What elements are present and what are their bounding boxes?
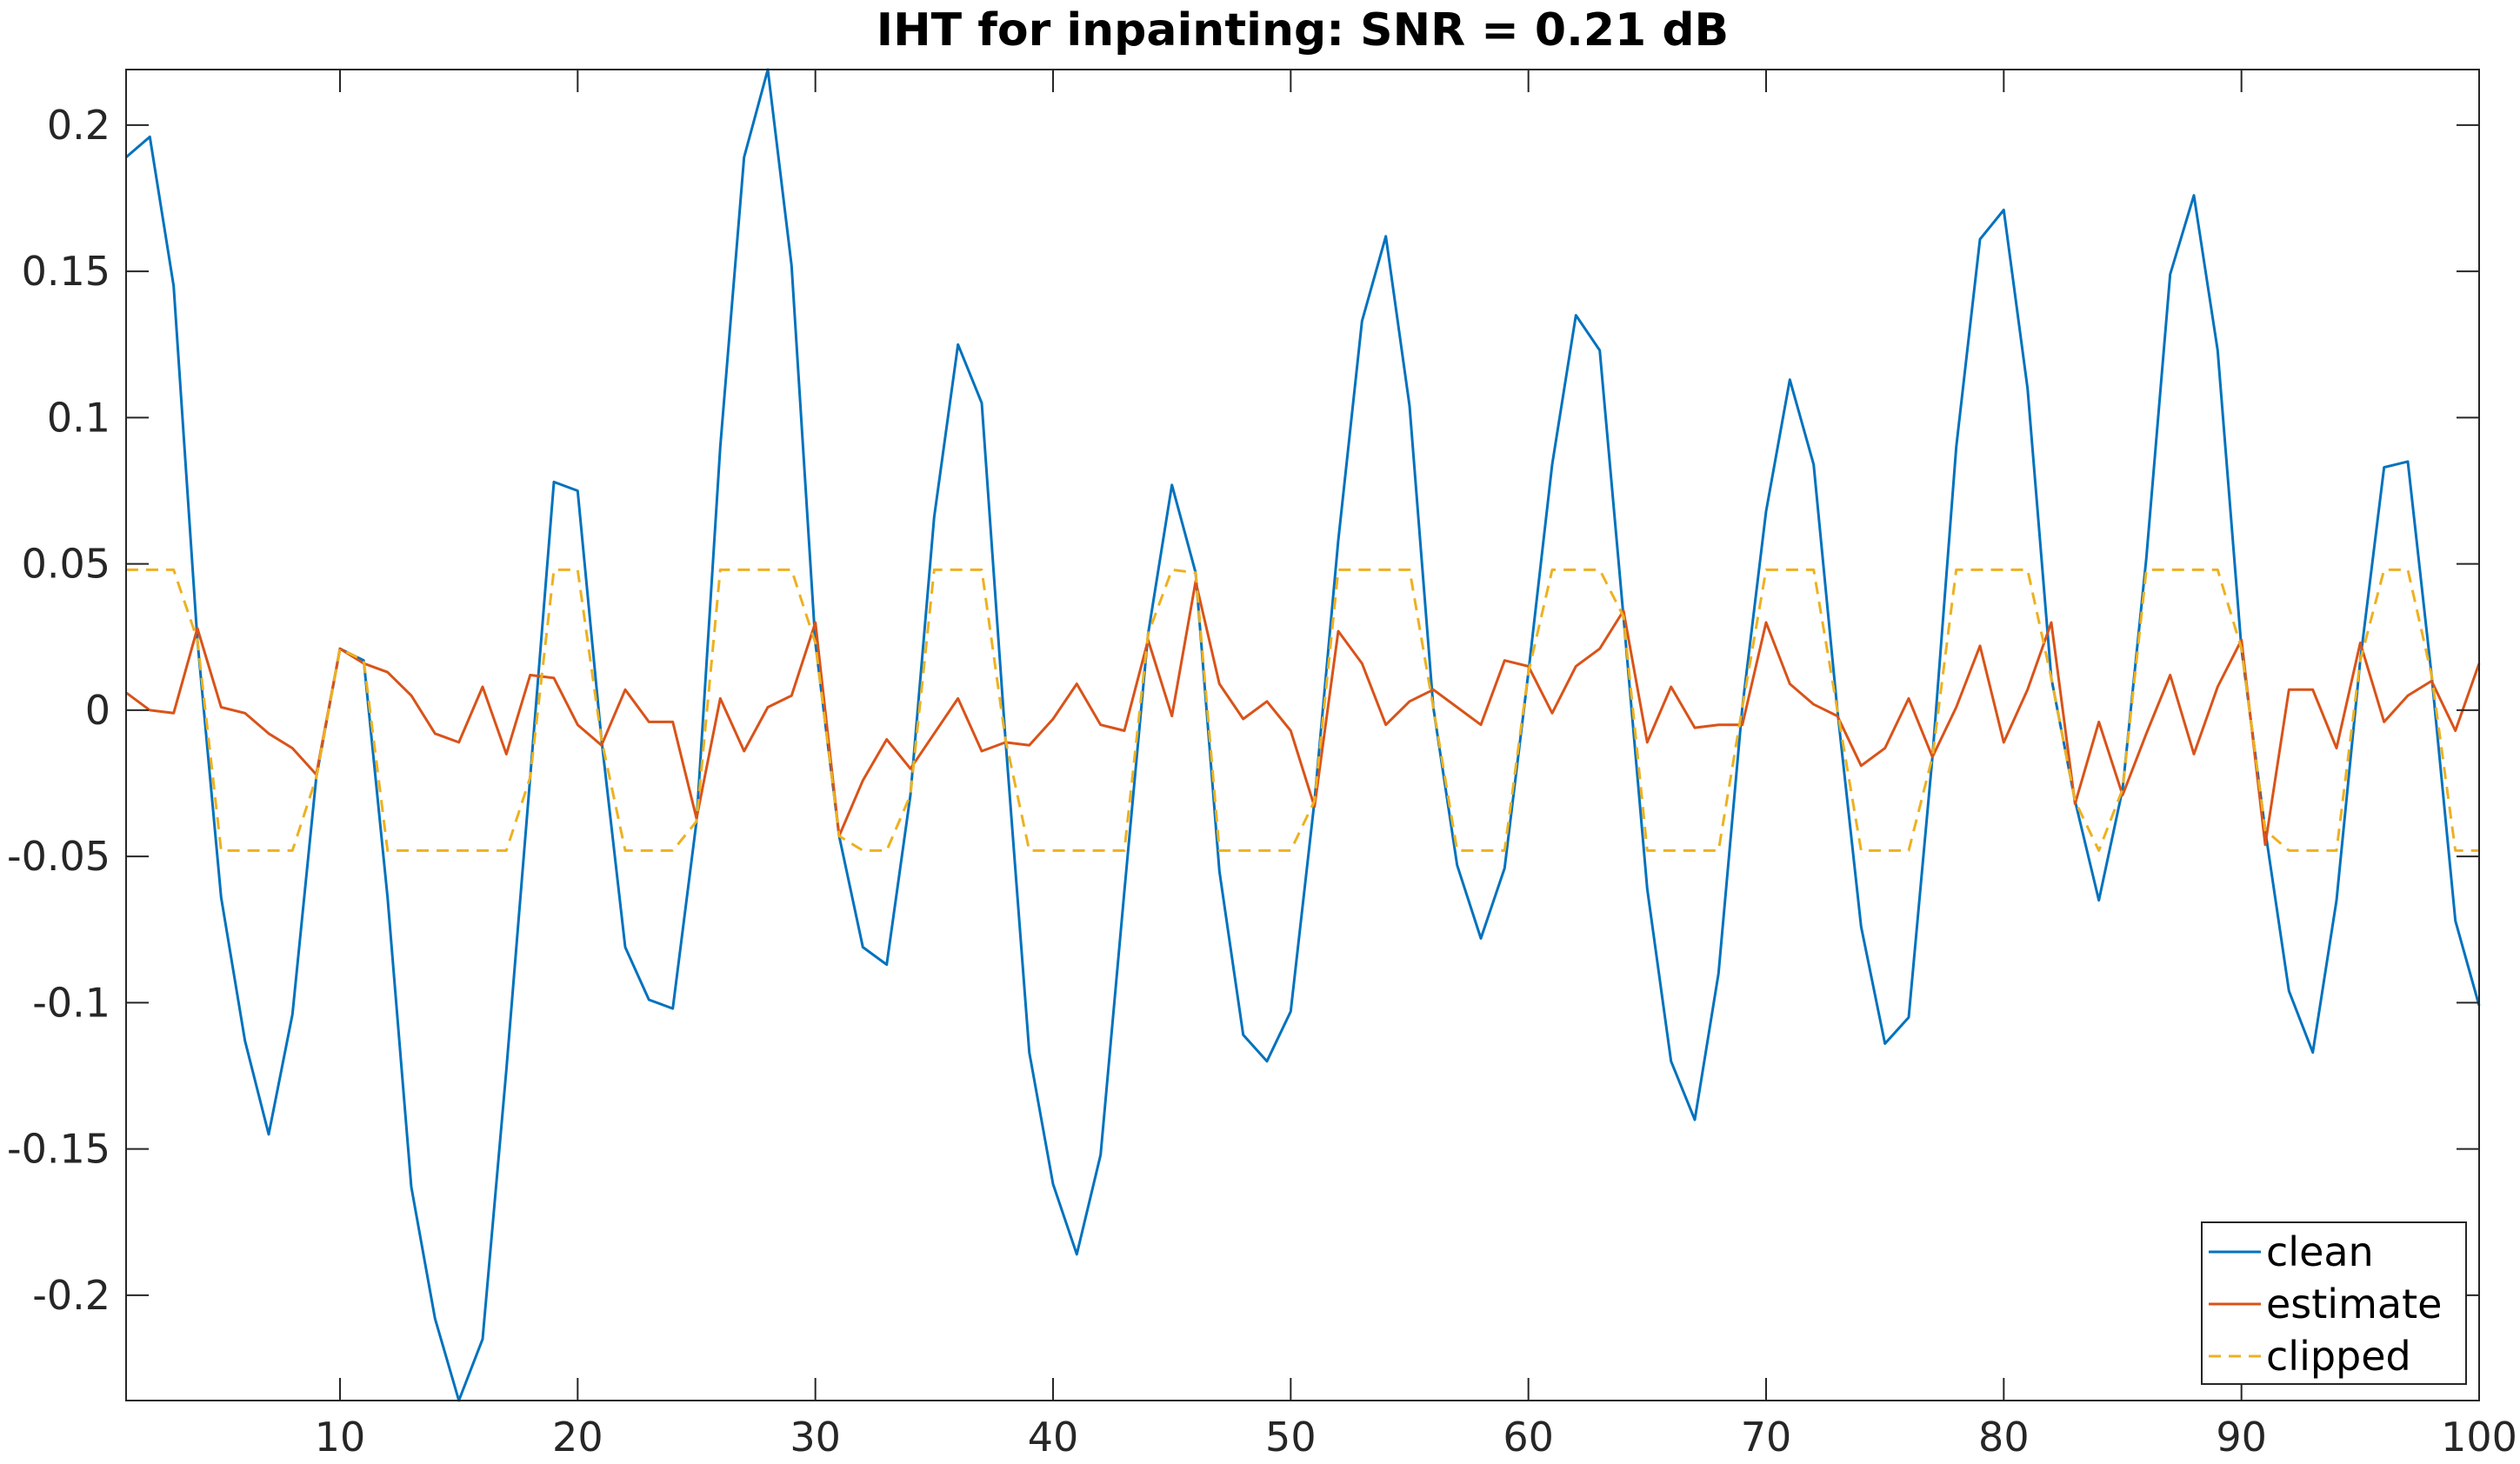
tick-layer: 10 20 30 40 50 60 70 80 90 100 -0.2 -0.15 -0.1 -0.05 0… xyxy=(7,70,2517,1461)
y-tick-label: 0.15 xyxy=(22,248,110,295)
y-tick-label: 0 xyxy=(85,687,110,734)
series-line-clipped xyxy=(126,568,2479,852)
legend-label-clean: clean xyxy=(2266,1228,2374,1275)
y-tick-label: 0.2 xyxy=(47,102,110,149)
axes-box xyxy=(125,69,2480,1401)
x-tick-label: 100 xyxy=(2441,1414,2517,1461)
x-tick-label: 90 xyxy=(2216,1414,2267,1461)
y-tick-label: -0.1 xyxy=(32,979,110,1026)
y-tick-label: -0.2 xyxy=(32,1272,110,1319)
y-tick-label: 0.05 xyxy=(22,541,110,588)
series-layer xyxy=(125,68,2481,1402)
series-line-estimate xyxy=(125,580,2481,847)
x-tick-label: 10 xyxy=(315,1414,366,1461)
legend-label-clipped: clipped xyxy=(2266,1333,2411,1380)
x-tick-label: 20 xyxy=(552,1414,603,1461)
x-tick-label: 60 xyxy=(1503,1414,1554,1461)
x-tick-label: 70 xyxy=(1741,1414,1792,1461)
legend-label-estimate: estimate xyxy=(2266,1281,2442,1328)
y-tick-label: -0.05 xyxy=(7,833,110,880)
x-tick-label: 50 xyxy=(1265,1414,1317,1461)
x-tick-label: 80 xyxy=(1978,1414,2030,1461)
x-tick-label: 40 xyxy=(1028,1414,1079,1461)
y-tick-label: -0.15 xyxy=(7,1126,110,1173)
series-line-clean xyxy=(125,68,2481,1402)
legend: clean estimate clipped xyxy=(2201,1221,2467,1385)
y-tick-label: 0.1 xyxy=(47,394,110,441)
chart-title: IHT for inpainting: SNR = 0.21 dB xyxy=(877,4,1729,57)
x-tick-label: 30 xyxy=(790,1414,841,1461)
